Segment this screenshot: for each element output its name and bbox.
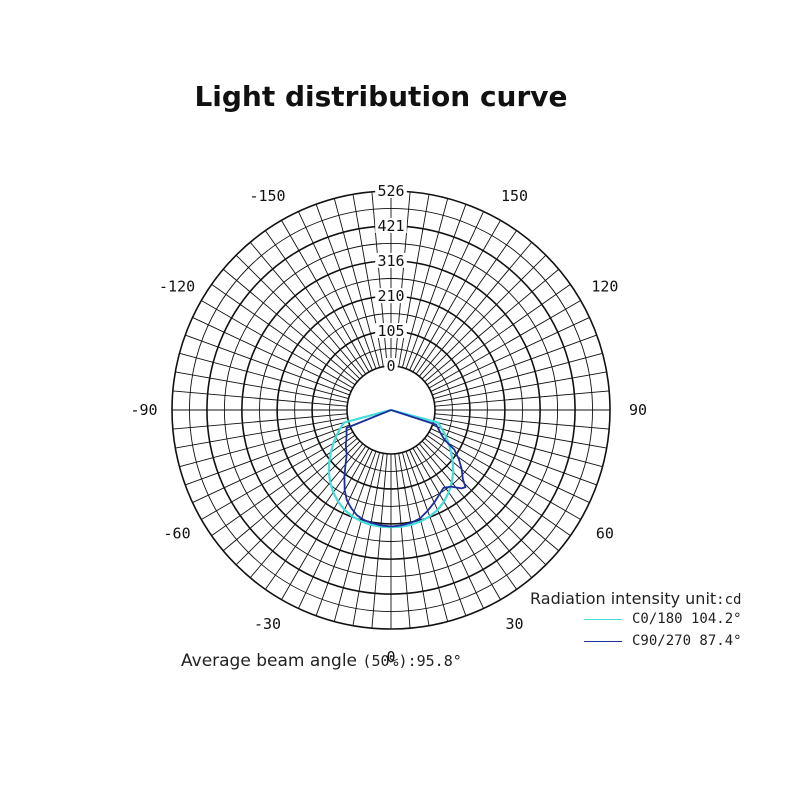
legend-unit: :cd bbox=[716, 592, 742, 608]
radial-tick-label: 210 bbox=[377, 287, 404, 305]
radial-tick-label: 421 bbox=[377, 217, 404, 235]
beam-angle-label: Average beam angle bbox=[181, 651, 358, 671]
ring-gridline-minor bbox=[294, 313, 488, 507]
radial-tick-label: 105 bbox=[377, 322, 404, 340]
radial-tick-label-bg bbox=[375, 288, 407, 304]
chart-title: Light distribution curve bbox=[194, 80, 568, 113]
curve-c90-270 bbox=[343, 409, 467, 528]
angle-tick-label: 0 bbox=[386, 648, 395, 666]
legend-title: Radiation intensity unit:cd bbox=[530, 589, 741, 608]
angle-tick-label: -150 bbox=[249, 187, 285, 205]
angle-tick-label: -90 bbox=[130, 401, 157, 419]
angle-tick-label: 30 bbox=[505, 615, 523, 633]
radial-tick-label: 316 bbox=[377, 252, 404, 270]
legend-label-c90: C90/270 87.4° bbox=[632, 633, 742, 649]
angle-tick-label: -120 bbox=[159, 278, 195, 296]
angle-tick-label: 60 bbox=[596, 525, 614, 543]
angle-tick-label: 90 bbox=[629, 401, 647, 419]
legend-item-c90: C90/270 87.4° bbox=[584, 633, 800, 651]
legend-title-text: Radiation intensity unit bbox=[530, 589, 717, 608]
light-curves bbox=[327, 408, 467, 529]
legend-label-c0: C0/180 104.2° bbox=[632, 611, 742, 627]
legend-swatch-c0 bbox=[584, 619, 622, 620]
angle-tick-label: -30 bbox=[254, 615, 281, 633]
angle-tick-label: 120 bbox=[591, 278, 618, 296]
radial-tick-label: 0 bbox=[386, 357, 395, 375]
angle-tick-label: -60 bbox=[164, 525, 191, 543]
radial-tick-label-bg bbox=[375, 217, 407, 233]
angle-tick-label: 150 bbox=[501, 187, 528, 205]
polar-grid bbox=[171, 190, 611, 630]
polar-labels: 0 105 210 316 421 526 -150 150 -120 120 -90 90 -60 60… bbox=[130, 182, 647, 666]
ring-gridline-minor bbox=[223, 242, 559, 578]
beam-angle-note: Average beam angle (50%):95.8° bbox=[181, 651, 462, 671]
legend-item-c0: C0/180 104.2° bbox=[584, 611, 800, 629]
radial-tick-label-bg bbox=[375, 323, 407, 339]
ring-gridline-minor bbox=[259, 278, 523, 542]
beam-angle-value: (50%):95.8° bbox=[362, 652, 462, 670]
legend-swatch-c90 bbox=[584, 641, 622, 642]
radial-tick-label: 526 bbox=[377, 182, 404, 200]
radial-tick-label-bg bbox=[375, 183, 407, 198]
ring-gridline-minor bbox=[189, 208, 593, 612]
ring-gridline-minor bbox=[329, 348, 453, 472]
legend: Radiation intensity unit:cd C0/180 104.2… bbox=[530, 589, 742, 649]
radial-tick-label-bg bbox=[375, 252, 407, 268]
radial-tick-label-bg bbox=[384, 358, 398, 373]
